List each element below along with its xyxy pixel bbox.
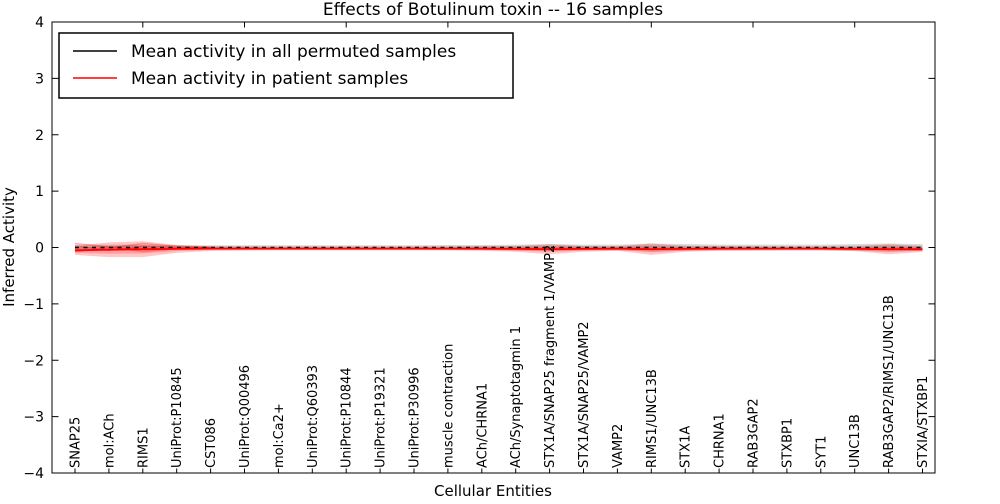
- legend-label-permuted-samples: Mean activity in all permuted samples: [131, 42, 456, 62]
- x-category-label: RAB3GAP2: [747, 398, 762, 468]
- x-category-label: RIMS1/UNC13B: [645, 369, 660, 468]
- x-category-label: STXBP1: [780, 418, 795, 468]
- legend-box: [58, 32, 514, 99]
- x-category-label: RAB3GAP2/RIMS1/UNC13B: [882, 295, 897, 468]
- x-category-label: STX1A: [679, 426, 694, 468]
- y-tick-label: 1: [35, 184, 44, 200]
- x-category-label: ACh/CHRNA1: [475, 383, 490, 468]
- x-category-label: SYT1: [814, 436, 829, 468]
- mean-lines: [74, 246, 923, 252]
- y-tick-label: 0: [35, 241, 44, 257]
- legend: Mean activity in all permuted samples Me…: [58, 32, 514, 99]
- chart-title: Effects of Botulinum toxin -- 16 samples: [323, 0, 663, 20]
- y-axis-ticks: 4 3 2 1 0 −1 −2 −3 −4: [23, 15, 935, 482]
- x-category-label: UniProt:Q00496: [238, 365, 253, 468]
- x-category-label: CST086: [204, 418, 219, 468]
- y-tick-label: −1: [23, 297, 44, 313]
- x-category-label: ACh/Synaptotagmin 1: [509, 326, 524, 468]
- x-category-label: UniProt:P19321: [374, 367, 389, 468]
- x-category-label: RIMS1: [136, 427, 151, 468]
- x-category-labels: SNAP25 mol:ACh RIMS1 UniProt:P10845 CST086 Un…: [69, 245, 932, 468]
- y-tick-label: −4: [23, 466, 44, 482]
- y-tick-label: 3: [35, 71, 44, 87]
- x-category-label: STX1A/SNAP25/VAMP2: [577, 321, 592, 468]
- y-tick-label: 2: [35, 128, 44, 144]
- x-category-label: UniProt:P10844: [340, 367, 355, 468]
- y-tick-label: 4: [35, 15, 44, 31]
- y-axis-label: Inferred Activity: [0, 187, 18, 307]
- x-axis-ticks: [74, 22, 923, 473]
- legend-label-patient-samples: Mean activity in patient samples: [131, 69, 408, 89]
- x-category-label: UniProt:P10845: [170, 367, 185, 468]
- x-axis-label: Cellular Entities: [434, 482, 552, 500]
- x-category-label: UNC13B: [848, 414, 863, 468]
- x-category-label: muscle contraction: [441, 344, 456, 468]
- x-category-label: STXIA/STXBP1: [916, 376, 931, 468]
- x-category-label: VAMP2: [611, 424, 626, 468]
- x-category-label: STX1A/SNAP25 fragment 1/VAMP2: [543, 245, 558, 468]
- x-category-label: UniProt:Q60393: [306, 365, 321, 468]
- x-category-label: mol:ACh: [102, 413, 117, 468]
- y-tick-label: −3: [23, 410, 44, 426]
- x-category-label: SNAP25: [69, 417, 84, 468]
- mean-patient-line: [74, 247, 923, 252]
- plot-border: [51, 21, 936, 474]
- x-category-label: UniProt:P30996: [408, 367, 423, 468]
- x-category-label: CHRNA1: [713, 413, 728, 468]
- x-category-label: mol:Ca2+: [272, 403, 287, 468]
- y-tick-label: −2: [23, 353, 44, 369]
